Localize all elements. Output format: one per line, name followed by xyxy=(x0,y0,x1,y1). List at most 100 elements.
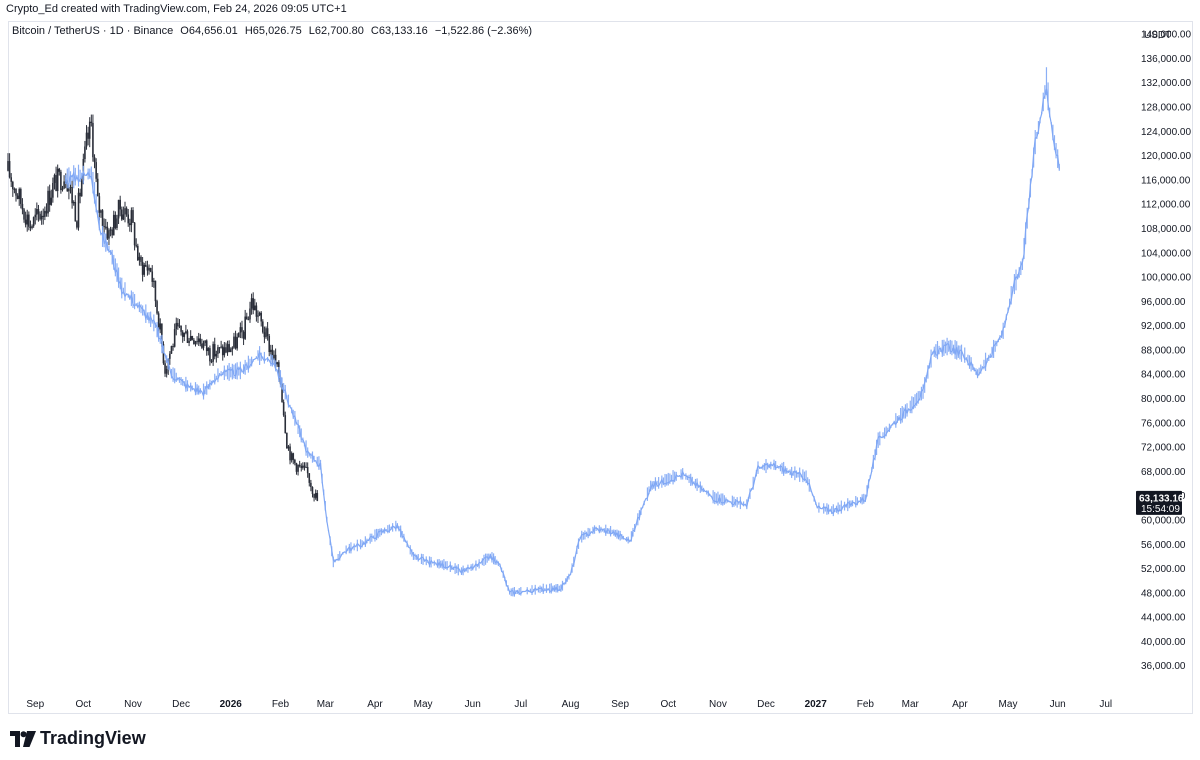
candle-body xyxy=(106,226,109,239)
candle-body xyxy=(156,301,158,314)
chart-frame xyxy=(8,21,1193,714)
candle-body xyxy=(39,213,41,220)
price-tick-label: 92,000.00 xyxy=(1141,321,1186,332)
candle-body xyxy=(48,190,51,205)
tradingview-wordmark: TradingView xyxy=(40,728,146,748)
chart-credit: Crypto_Ed created with TradingView.com, … xyxy=(6,3,347,15)
candle-body xyxy=(77,192,80,228)
candle-body xyxy=(47,190,49,214)
candle-body xyxy=(84,146,86,159)
time-tick-label: Jun xyxy=(465,699,481,710)
candle-body xyxy=(21,203,24,210)
candle-body xyxy=(197,338,200,342)
price-tick-label: 120,000.00 xyxy=(1141,151,1191,162)
candle-body xyxy=(161,323,163,345)
candle-body xyxy=(72,202,75,204)
time-tick-label: Aug xyxy=(562,699,580,710)
candle-body xyxy=(162,344,165,364)
time-tick-label: Mar xyxy=(317,699,335,710)
candle-body xyxy=(52,182,54,198)
projection-line xyxy=(65,88,1060,596)
price-tick-label: 116,000.00 xyxy=(1141,175,1191,186)
candle-body xyxy=(101,210,104,227)
candle-body xyxy=(29,226,32,228)
time-tick-label: Apr xyxy=(367,699,383,710)
candle-body xyxy=(103,226,105,228)
candle-body xyxy=(201,343,203,348)
candle-body xyxy=(80,180,83,197)
candle-body xyxy=(271,349,274,360)
time-tick-label: Feb xyxy=(857,699,875,710)
legend-high: H65,026.75 xyxy=(244,25,302,37)
candle-body xyxy=(287,446,290,449)
candle-body xyxy=(122,214,125,220)
candle-body xyxy=(36,209,38,215)
candle-body xyxy=(34,214,37,218)
candle-body xyxy=(76,221,78,228)
time-tick-label: Oct xyxy=(76,699,92,710)
candle-body xyxy=(177,322,179,327)
price-tick-label: 96,000.00 xyxy=(1141,297,1186,308)
candle-body xyxy=(153,280,155,282)
candle-body xyxy=(249,308,251,320)
time-tick-label: Sep xyxy=(611,699,629,710)
candle-body xyxy=(265,328,267,338)
symbol-name[interactable]: Bitcoin / TetherUS · 1D · Binance xyxy=(12,25,174,37)
last-price-tag: 63,133.16 15:54:09 xyxy=(1136,490,1184,515)
candle-body xyxy=(61,188,64,191)
candle-body xyxy=(215,353,218,357)
candle-body xyxy=(44,210,46,217)
candle-body xyxy=(128,223,131,226)
price-tick-label: 56,000.00 xyxy=(1141,540,1186,551)
tradingview-logo[interactable]: TradingView xyxy=(10,728,146,749)
candle-body xyxy=(213,344,216,357)
candle-body xyxy=(233,336,235,348)
candle-body xyxy=(191,336,194,340)
candle-body xyxy=(149,268,152,272)
candle-body xyxy=(236,337,238,349)
candle-body xyxy=(311,487,314,494)
candle-body xyxy=(172,346,174,348)
candle-body xyxy=(244,316,246,339)
candle-body xyxy=(100,210,102,213)
candle-body xyxy=(138,256,141,261)
candle-body xyxy=(281,383,283,403)
candle-body xyxy=(32,217,35,227)
candle-body xyxy=(220,346,222,348)
candle-body xyxy=(120,209,123,220)
candle-body xyxy=(207,348,210,352)
candle-body xyxy=(204,340,206,344)
candle-body xyxy=(263,332,266,338)
candle-body xyxy=(202,343,205,348)
candle-body xyxy=(258,312,261,316)
candle-body xyxy=(151,271,154,282)
time-tick-label: Mar xyxy=(902,699,920,710)
candle-body xyxy=(88,121,91,139)
candle-body xyxy=(104,226,107,228)
candle-body xyxy=(229,349,232,352)
time-tick-label: May xyxy=(999,699,1018,710)
price-tick-label: 124,000.00 xyxy=(1141,127,1191,138)
candle-body xyxy=(221,346,224,356)
candle-body xyxy=(74,202,77,222)
candle-body xyxy=(15,188,17,196)
bar-countdown: 15:54:09 xyxy=(1141,504,1180,515)
candle-body xyxy=(16,195,19,199)
candle-body xyxy=(310,482,312,488)
candle-body xyxy=(145,264,147,267)
candle-body xyxy=(290,453,293,461)
time-tick-label: Jul xyxy=(1099,699,1112,710)
candle-body xyxy=(308,473,311,483)
candle-body xyxy=(316,493,319,501)
candle-body xyxy=(69,187,72,189)
price-tick-label: 52,000.00 xyxy=(1141,564,1186,575)
candle-body xyxy=(109,229,112,231)
candle-body xyxy=(289,446,291,461)
candle-body xyxy=(127,214,129,224)
price-tick-label: 76,000.00 xyxy=(1141,418,1186,429)
candle-body xyxy=(124,208,126,215)
candle-body xyxy=(85,132,88,147)
price-tick-label: 132,000.00 xyxy=(1141,78,1191,89)
time-tick-label: Jul xyxy=(514,699,527,710)
